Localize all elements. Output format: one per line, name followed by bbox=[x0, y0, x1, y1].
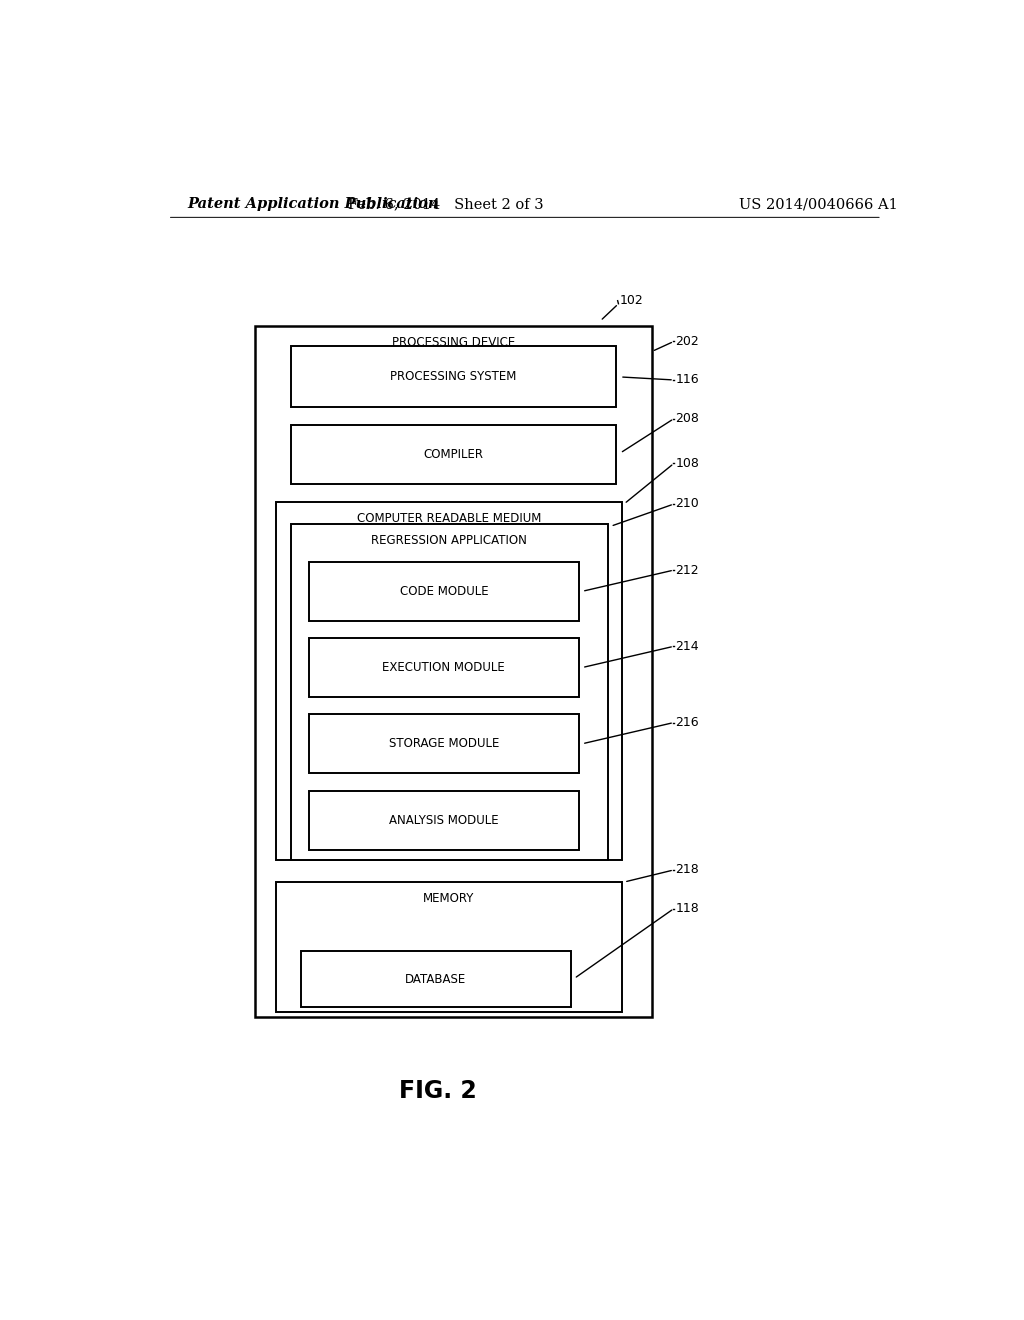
Text: 212: 212 bbox=[676, 564, 699, 577]
Text: Patent Application Publication: Patent Application Publication bbox=[187, 197, 439, 211]
Text: STORAGE MODULE: STORAGE MODULE bbox=[389, 738, 499, 750]
Text: 118: 118 bbox=[676, 902, 699, 915]
Text: 116: 116 bbox=[676, 374, 699, 387]
Text: DATABASE: DATABASE bbox=[406, 973, 467, 986]
Text: MEMORY: MEMORY bbox=[423, 892, 475, 906]
Bar bbox=[291, 425, 616, 483]
Text: PROCESSING DEVICE: PROCESSING DEVICE bbox=[392, 337, 515, 350]
Bar bbox=[309, 638, 579, 697]
Text: 208: 208 bbox=[676, 412, 699, 425]
Text: ANALYSIS MODULE: ANALYSIS MODULE bbox=[389, 813, 499, 826]
Text: 102: 102 bbox=[620, 294, 644, 308]
Bar bbox=[309, 562, 579, 620]
Bar bbox=[309, 791, 579, 850]
Text: 216: 216 bbox=[676, 715, 699, 729]
Bar bbox=[301, 952, 570, 1007]
Bar bbox=[255, 326, 652, 1018]
Bar bbox=[276, 502, 622, 859]
Text: COMPILER: COMPILER bbox=[423, 447, 483, 461]
Text: 214: 214 bbox=[676, 640, 699, 653]
Bar bbox=[291, 346, 616, 408]
Text: 210: 210 bbox=[676, 498, 699, 511]
Text: 218: 218 bbox=[676, 863, 699, 876]
Text: US 2014/0040666 A1: US 2014/0040666 A1 bbox=[739, 197, 898, 211]
Bar bbox=[291, 524, 608, 859]
Text: EXECUTION MODULE: EXECUTION MODULE bbox=[383, 661, 505, 675]
Text: COMPUTER READABLE MEDIUM: COMPUTER READABLE MEDIUM bbox=[356, 512, 542, 525]
Text: PROCESSING SYSTEM: PROCESSING SYSTEM bbox=[390, 371, 516, 383]
Text: 202: 202 bbox=[676, 335, 699, 348]
Text: FIG. 2: FIG. 2 bbox=[398, 1080, 476, 1104]
Bar bbox=[309, 714, 579, 774]
Text: REGRESSION APPLICATION: REGRESSION APPLICATION bbox=[372, 535, 527, 548]
Text: 108: 108 bbox=[676, 457, 699, 470]
Bar bbox=[276, 882, 622, 1012]
Text: Feb. 6, 2014   Sheet 2 of 3: Feb. 6, 2014 Sheet 2 of 3 bbox=[347, 197, 544, 211]
Text: CODE MODULE: CODE MODULE bbox=[399, 585, 488, 598]
